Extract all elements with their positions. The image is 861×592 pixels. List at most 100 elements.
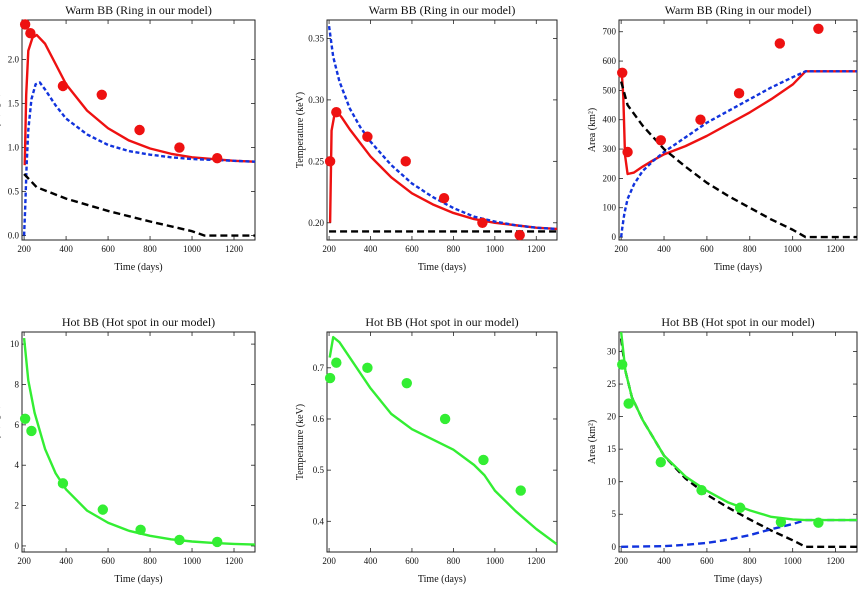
- series-line-green: [328, 335, 557, 546]
- y-tick-label: 0.5: [313, 465, 325, 475]
- data-point: [26, 425, 37, 437]
- data-point: [134, 124, 145, 136]
- series-line-blue: [621, 518, 857, 548]
- data-point: [655, 456, 667, 468]
- data-point: [212, 536, 223, 548]
- x-axis-label: Time (days): [418, 574, 466, 585]
- plot-frame: [618, 331, 858, 553]
- y-tick-label: 6: [15, 420, 20, 430]
- y-axis-label: Area (km²): [587, 420, 598, 464]
- data-point: [212, 152, 223, 164]
- y-tick-label: 0.6: [313, 414, 325, 424]
- data-point: [439, 413, 451, 425]
- data-point: [324, 372, 336, 384]
- y-tick-label: 25: [607, 379, 617, 389]
- data-point: [57, 80, 69, 92]
- plot-area: [619, 70, 857, 239]
- x-tick-label: 600: [101, 244, 115, 254]
- x-tick-label: 600: [405, 556, 419, 566]
- y-tick-label: 200: [603, 173, 617, 183]
- y-tick-label: 20: [607, 412, 617, 422]
- y-tick-label: 0.30: [308, 95, 324, 105]
- data-point: [331, 357, 342, 368]
- series-line-green: [619, 332, 857, 522]
- y-tick-label: 100: [603, 203, 617, 213]
- data-point: [775, 516, 787, 528]
- data-point: [655, 135, 667, 146]
- x-tick-label: 400: [657, 244, 671, 254]
- y-tick-label: 500: [603, 85, 617, 95]
- x-tick-label: 1000: [183, 244, 202, 254]
- x-tick-label: 400: [364, 244, 378, 254]
- x-tick-label: 1200: [827, 556, 846, 566]
- y-tick-label: 0.20: [308, 218, 324, 228]
- x-axis-label: Time (days): [714, 262, 762, 273]
- y-tick-label: 15: [607, 444, 617, 454]
- y-tick-label: 600: [603, 56, 617, 66]
- y-tick-label: 300: [603, 144, 617, 154]
- x-tick-label: 800: [143, 244, 157, 254]
- y-tick-label: 2.0: [8, 55, 20, 65]
- data-point: [174, 142, 185, 153]
- y-tick-label: 8: [15, 379, 20, 389]
- data-point: [617, 359, 628, 370]
- x-tick-label: 800: [743, 244, 757, 254]
- chart-hot-temp: Hot BB (Hot spot in our model) 200 400 600 8…: [295, 315, 558, 585]
- data-point: [438, 193, 450, 204]
- x-axis-label: Time (days): [714, 574, 762, 585]
- y-tick-label: 10: [607, 477, 617, 487]
- x-tick-label: 200: [614, 244, 628, 254]
- data-point: [97, 504, 109, 515]
- x-tick-label: 400: [657, 556, 671, 566]
- data-point: [515, 485, 526, 496]
- plot-area: [619, 332, 857, 548]
- data-point: [324, 156, 336, 167]
- x-tick-label: 1000: [784, 556, 803, 566]
- data-point: [331, 106, 342, 118]
- y-axis-label: Temperature (keV): [295, 92, 306, 168]
- x-tick-label: 600: [700, 556, 714, 566]
- series-line-blue: [22, 81, 255, 236]
- series-line-black: [23, 173, 255, 237]
- data-point: [362, 362, 373, 374]
- data-point: [19, 413, 31, 424]
- series-line-green: [22, 337, 255, 546]
- x-tick-label: 600: [101, 556, 115, 566]
- y-tick-label: 700: [603, 27, 617, 37]
- data-point: [19, 19, 31, 30]
- y-tick-label: 1.5: [8, 99, 20, 109]
- x-tick-label: 1200: [827, 244, 846, 254]
- chart-title: Warm BB (Ring in our model): [665, 3, 812, 17]
- chart-warm-area: Warm BB (Ring in our model) 200 400 600 800 1…: [587, 3, 858, 273]
- data-point: [734, 502, 746, 513]
- y-tick-label: 0.7: [313, 363, 325, 373]
- series-line-red: [328, 110, 557, 231]
- chart-hot-lum: Hot BB (Hot spot in our model) 200 400 600 8…: [0, 315, 256, 585]
- chart-title: Hot BB (Hot spot in our model): [661, 315, 814, 329]
- data-point: [813, 23, 824, 34]
- y-tick-label: 4: [15, 460, 20, 470]
- plot-area: [22, 33, 255, 237]
- data-point: [135, 524, 146, 535]
- data-point: [774, 38, 786, 49]
- y-tick-label: 30: [607, 347, 617, 357]
- data-point: [514, 229, 525, 241]
- x-tick-label: 800: [743, 556, 757, 566]
- x-tick-label: 400: [364, 556, 378, 566]
- data-point: [733, 88, 745, 99]
- data-point: [400, 156, 411, 167]
- x-tick-label: 1200: [225, 244, 244, 254]
- x-tick-label: 200: [17, 244, 31, 254]
- x-axis-label: Time (days): [418, 262, 466, 273]
- series-line-black: [619, 81, 857, 239]
- data-point: [174, 534, 185, 546]
- x-tick-label: 800: [447, 556, 461, 566]
- series-line-red: [620, 70, 857, 176]
- chart-warm-temp: Warm BB (Ring in our model) 200 400 600 800 1…: [295, 3, 558, 273]
- y-tick-label: 0.4: [313, 516, 325, 526]
- x-tick-label: 400: [59, 556, 73, 566]
- y-tick-label: 0.35: [308, 33, 324, 43]
- series-line-blue: [327, 25, 557, 231]
- x-axis-label: Time (days): [114, 262, 162, 273]
